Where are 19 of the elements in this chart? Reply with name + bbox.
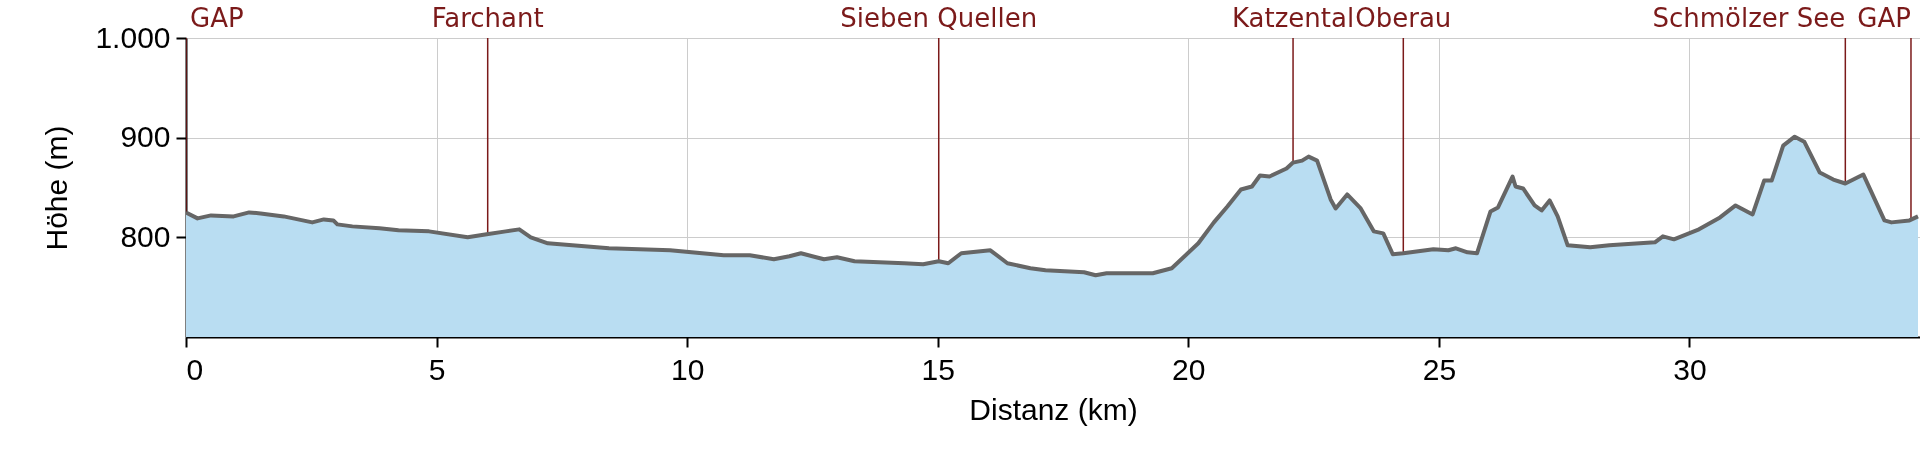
y-tick-label: 800 bbox=[120, 219, 171, 253]
ref-line-label: GAP bbox=[1857, 3, 1911, 33]
x-tick-label: 20 bbox=[1172, 352, 1206, 386]
x-axis-title: Distanz (km) bbox=[969, 392, 1138, 426]
ref-line-label: GAP bbox=[190, 3, 244, 33]
x-tick-label: 25 bbox=[1422, 352, 1457, 386]
ref-line-label: Sieben Quellen bbox=[840, 3, 1038, 33]
y-axis-title: Höhe (m) bbox=[40, 125, 74, 251]
x-tick-label: 15 bbox=[921, 352, 955, 386]
x-tick-label: 0 bbox=[186, 352, 204, 386]
ref-line-label: Katzental bbox=[1231, 3, 1355, 33]
x-tick-label: 30 bbox=[1673, 352, 1707, 386]
ref-line-label: Oberau bbox=[1355, 3, 1452, 33]
y-tick-label: 1.000 bbox=[95, 20, 171, 54]
x-tick-label: 10 bbox=[670, 352, 705, 386]
x-tick-label: 5 bbox=[428, 352, 446, 386]
ref-line-label: Schmölzer See bbox=[1652, 3, 1846, 33]
ref-line-label: Farchant bbox=[431, 3, 544, 33]
y-tick-label: 900 bbox=[120, 120, 171, 154]
